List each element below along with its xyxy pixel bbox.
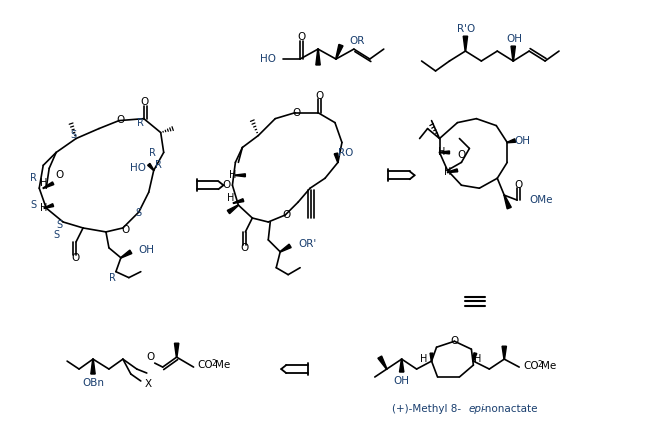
Text: H: H: [229, 170, 236, 180]
Text: epi: epi: [468, 404, 484, 414]
Text: O: O: [514, 180, 522, 190]
Text: X: X: [145, 379, 152, 389]
Text: O: O: [457, 150, 466, 161]
Text: OBn: OBn: [82, 378, 104, 388]
Polygon shape: [233, 199, 244, 203]
Text: 2: 2: [212, 359, 216, 368]
Text: H: H: [420, 354, 427, 364]
Text: CO: CO: [198, 360, 213, 370]
Text: O: O: [297, 32, 305, 42]
Text: O: O: [141, 97, 149, 107]
Text: H: H: [444, 167, 451, 177]
Polygon shape: [511, 46, 515, 61]
Text: OMe: OMe: [529, 195, 553, 205]
Text: S: S: [70, 130, 76, 139]
Text: CO: CO: [523, 361, 539, 371]
Text: O: O: [147, 352, 155, 362]
Text: O: O: [117, 115, 125, 125]
Polygon shape: [463, 36, 468, 51]
Text: HO: HO: [260, 54, 276, 64]
Text: -nonactate: -nonactate: [481, 404, 538, 414]
Text: S: S: [56, 220, 62, 230]
Polygon shape: [504, 195, 512, 209]
Text: O: O: [315, 91, 323, 101]
Text: O: O: [451, 336, 458, 346]
Text: R: R: [30, 173, 37, 183]
Text: (+)-Methyl 8-: (+)-Methyl 8-: [392, 404, 461, 414]
Text: Me: Me: [215, 360, 231, 370]
Text: S: S: [53, 230, 59, 240]
Text: H: H: [39, 203, 47, 213]
Text: R'O: R'O: [457, 24, 476, 34]
Polygon shape: [507, 139, 515, 143]
Text: O: O: [71, 253, 79, 263]
Text: OH: OH: [514, 135, 530, 146]
Text: Me: Me: [541, 361, 556, 371]
Polygon shape: [334, 153, 338, 162]
Polygon shape: [43, 182, 54, 188]
Text: O: O: [55, 170, 64, 180]
Text: H: H: [39, 178, 47, 188]
Text: H: H: [474, 354, 481, 364]
Text: OH: OH: [394, 376, 409, 386]
Polygon shape: [227, 205, 238, 214]
Text: S: S: [136, 208, 142, 218]
Polygon shape: [91, 359, 95, 374]
Text: O: O: [282, 210, 290, 220]
Polygon shape: [440, 151, 449, 154]
Text: H: H: [227, 193, 234, 203]
Text: OR': OR': [298, 239, 316, 249]
Text: OR: OR: [349, 36, 364, 46]
Polygon shape: [378, 356, 387, 369]
Text: R: R: [155, 161, 162, 170]
Polygon shape: [447, 169, 458, 172]
Polygon shape: [235, 174, 246, 177]
Text: 2: 2: [537, 360, 542, 369]
Text: HO: HO: [130, 163, 146, 173]
Text: OH: OH: [506, 34, 522, 44]
Polygon shape: [335, 45, 343, 59]
Text: RO: RO: [338, 149, 353, 158]
Text: O: O: [222, 180, 231, 190]
Polygon shape: [147, 164, 154, 171]
Polygon shape: [280, 244, 291, 252]
Polygon shape: [502, 346, 506, 359]
Text: R: R: [138, 118, 144, 127]
Text: R: R: [109, 273, 117, 283]
Text: OH: OH: [139, 245, 155, 255]
Text: O: O: [292, 108, 300, 118]
Polygon shape: [316, 49, 320, 65]
Polygon shape: [473, 353, 477, 361]
Text: S: S: [30, 200, 36, 210]
Text: O: O: [122, 225, 130, 235]
Text: O: O: [240, 243, 248, 253]
Text: H: H: [438, 147, 445, 157]
Polygon shape: [44, 204, 54, 208]
Polygon shape: [174, 343, 179, 357]
Text: R: R: [149, 149, 156, 158]
Polygon shape: [430, 353, 433, 361]
Polygon shape: [121, 250, 132, 258]
Polygon shape: [400, 359, 404, 372]
